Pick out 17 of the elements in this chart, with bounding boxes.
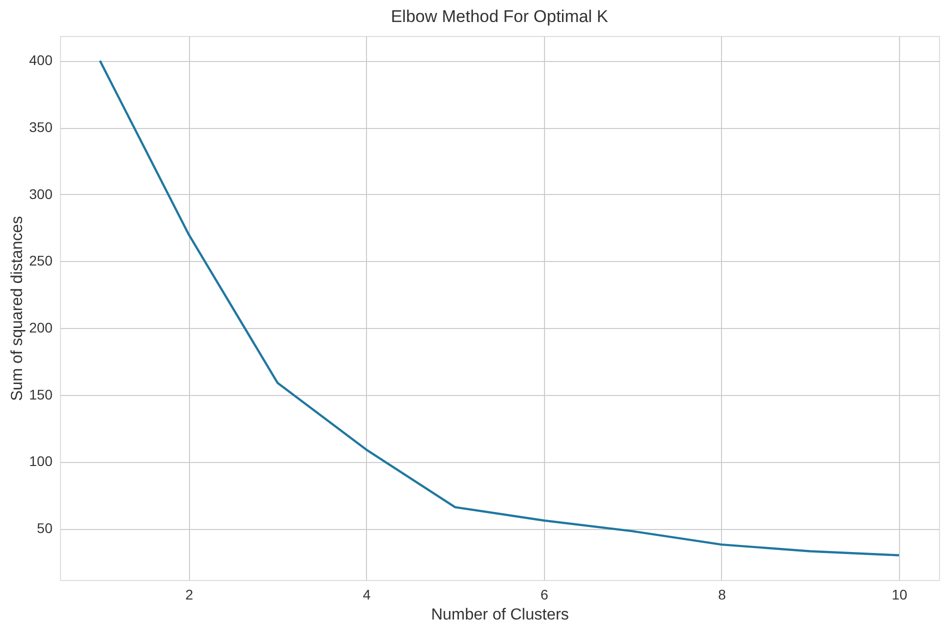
y-tick-label: 50 bbox=[36, 520, 53, 536]
line-series bbox=[98, 60, 900, 556]
x-tick-label: 4 bbox=[362, 586, 371, 602]
x-tick-label: 8 bbox=[718, 586, 726, 602]
y-tick-label: 150 bbox=[29, 386, 53, 402]
y-tick-label: 100 bbox=[29, 453, 53, 470]
x-tick-label: 2 bbox=[185, 586, 194, 602]
x-axis-title: Number of Clusters bbox=[431, 606, 569, 624]
y-tick-label: 300 bbox=[29, 186, 53, 202]
x-tick-label: 6 bbox=[540, 586, 548, 602]
y-axis-title: Sum of squared distances bbox=[9, 216, 26, 401]
y-tick-label: 250 bbox=[29, 252, 53, 269]
y-tick-label: 200 bbox=[29, 320, 53, 336]
y-tick-label: 350 bbox=[29, 119, 53, 136]
x-tick-label: 10 bbox=[892, 586, 908, 602]
y-tick-label: 400 bbox=[29, 52, 53, 68]
chart-title: Elbow Method For Optimal K bbox=[390, 7, 609, 26]
